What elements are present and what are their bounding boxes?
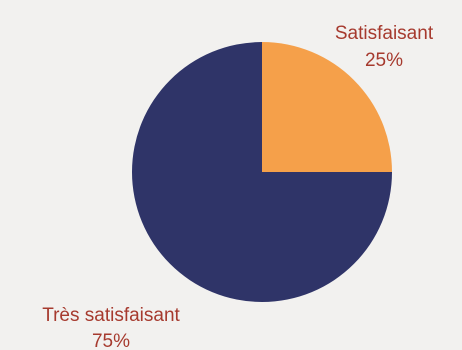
slice-value-tr-s-satisfaisant: 75% <box>92 331 130 350</box>
slice-label-satisfaisant: Satisfaisant <box>335 23 434 44</box>
pie-slice-satisfaisant <box>262 42 392 172</box>
slice-value-satisfaisant: 25% <box>365 50 403 71</box>
slice-label-tr-s-satisfaisant: Très satisfaisant <box>42 305 180 326</box>
pie-slice-tr-s-satisfaisant <box>132 42 392 302</box>
